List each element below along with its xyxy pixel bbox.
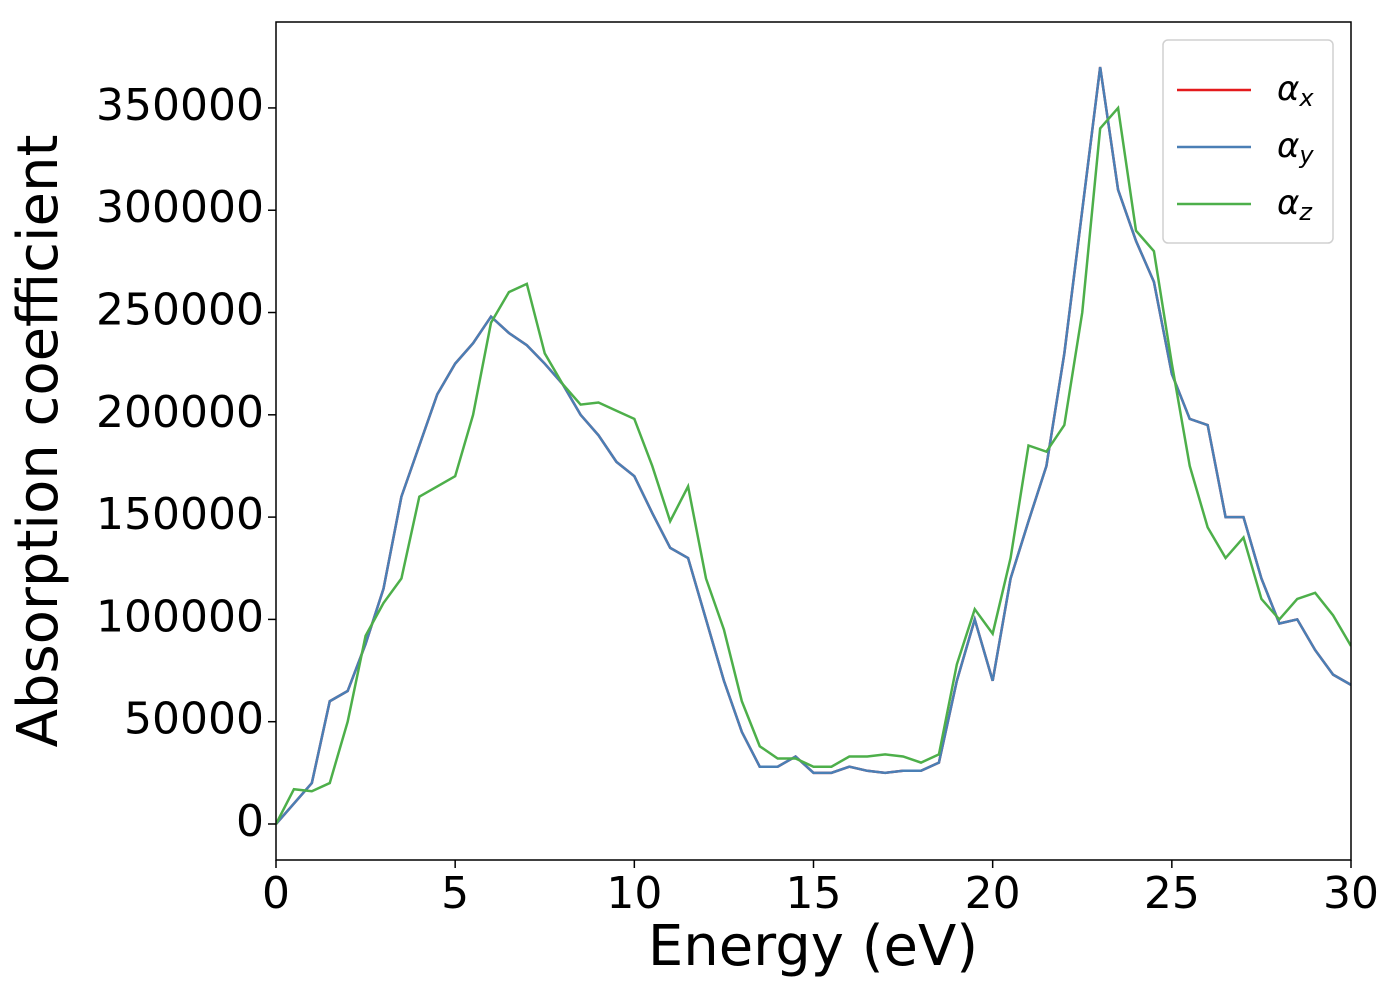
y-tick-label: 350000 bbox=[96, 80, 264, 131]
x-tick-label: 5 bbox=[441, 868, 469, 919]
legend-label: αy bbox=[1277, 126, 1314, 170]
x-axis-label: Energy (eV) bbox=[648, 914, 978, 979]
y-tick-label: 200000 bbox=[96, 387, 264, 438]
x-tick-label: 15 bbox=[786, 868, 842, 919]
x-tick-label: 20 bbox=[965, 868, 1021, 919]
legend-label: αz bbox=[1277, 183, 1313, 227]
x-tick-label: 30 bbox=[1323, 868, 1379, 919]
x-tick-label: 10 bbox=[606, 868, 662, 919]
series-line bbox=[276, 66, 1351, 825]
y-tick-label: 100000 bbox=[96, 591, 264, 642]
y-tick-label: 250000 bbox=[96, 285, 264, 336]
series-line bbox=[276, 105, 1351, 825]
y-tick-label: 150000 bbox=[96, 489, 264, 540]
y-tick-label: 300000 bbox=[96, 182, 264, 233]
y-axis-label: Absorption coefficient bbox=[6, 135, 71, 748]
x-tick-label: 25 bbox=[1144, 868, 1200, 919]
plot-frame bbox=[275, 21, 1352, 861]
x-tick-label: 0 bbox=[262, 868, 290, 919]
legend-label: αx bbox=[1277, 69, 1314, 113]
y-tick-label: 50000 bbox=[124, 694, 264, 745]
y-tick-label: 0 bbox=[236, 796, 264, 847]
